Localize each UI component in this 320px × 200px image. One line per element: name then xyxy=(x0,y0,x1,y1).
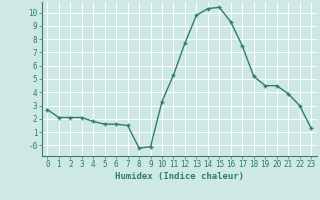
X-axis label: Humidex (Indice chaleur): Humidex (Indice chaleur) xyxy=(115,172,244,181)
